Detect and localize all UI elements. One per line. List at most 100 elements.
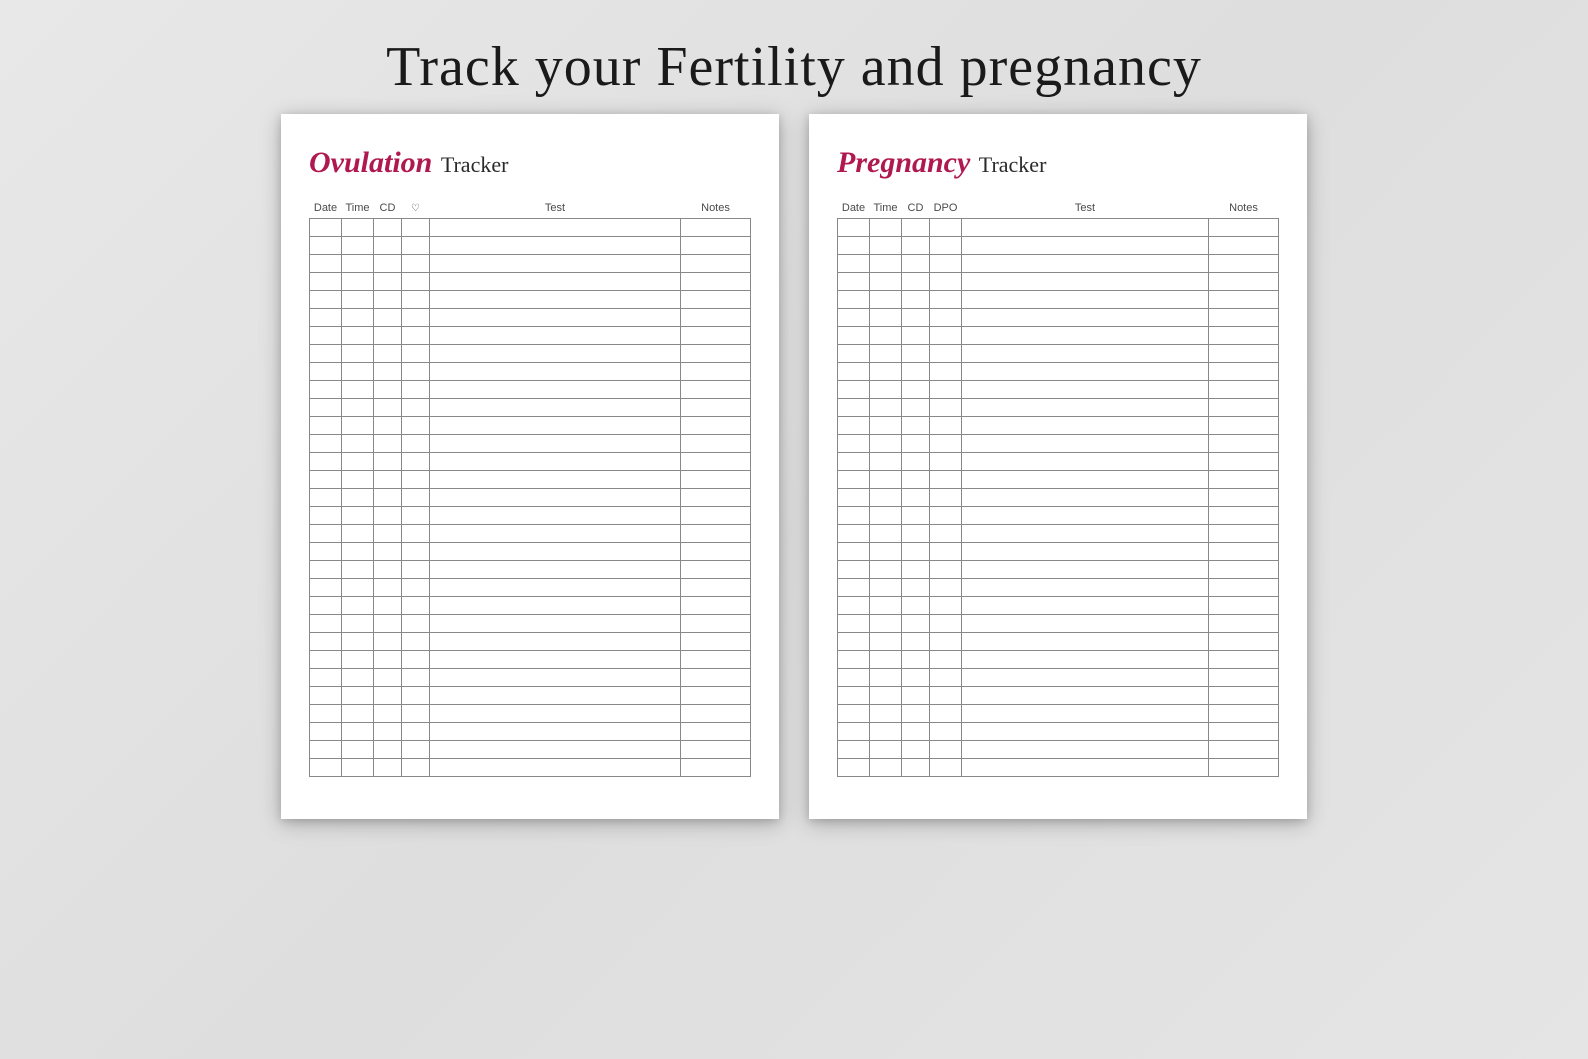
table-cell — [430, 471, 681, 489]
table-cell — [902, 687, 930, 705]
table-cell — [902, 237, 930, 255]
table-cell — [374, 705, 402, 723]
table-cell — [902, 273, 930, 291]
table-row — [838, 759, 1279, 777]
table-row — [838, 417, 1279, 435]
pregnancy-title: Pregnancy Tracker — [837, 146, 1279, 180]
table-cell — [310, 705, 342, 723]
table-cell — [342, 723, 374, 741]
ovulation-tbody — [310, 219, 751, 777]
table-row — [310, 687, 751, 705]
table-cell — [838, 453, 870, 471]
table-row — [310, 489, 751, 507]
table-cell — [342, 435, 374, 453]
table-cell — [342, 561, 374, 579]
table-cell — [402, 759, 430, 777]
table-cell — [342, 327, 374, 345]
table-cell — [930, 453, 962, 471]
table-cell — [374, 489, 402, 507]
table-cell — [962, 435, 1209, 453]
table-row — [310, 705, 751, 723]
pregnancy-header-row: Date Time CD DPO Test Notes — [838, 198, 1279, 219]
table-cell — [430, 219, 681, 237]
table-cell — [430, 255, 681, 273]
table-cell — [902, 543, 930, 561]
table-cell — [870, 345, 902, 363]
table-cell — [962, 237, 1209, 255]
table-cell — [402, 579, 430, 597]
table-cell — [342, 453, 374, 471]
table-row — [310, 417, 751, 435]
table-row — [838, 705, 1279, 723]
table-cell — [1209, 255, 1279, 273]
table-cell — [962, 561, 1209, 579]
table-cell — [402, 633, 430, 651]
table-cell — [838, 597, 870, 615]
table-cell — [681, 669, 751, 687]
table-cell — [430, 489, 681, 507]
table-cell — [681, 381, 751, 399]
table-cell — [838, 237, 870, 255]
table-cell — [962, 669, 1209, 687]
table-cell — [681, 453, 751, 471]
table-cell — [430, 561, 681, 579]
table-cell — [310, 255, 342, 273]
table-cell — [430, 435, 681, 453]
table-cell — [310, 489, 342, 507]
table-cell — [838, 363, 870, 381]
table-cell — [402, 309, 430, 327]
table-cell — [1209, 579, 1279, 597]
table-cell — [1209, 759, 1279, 777]
table-cell — [310, 759, 342, 777]
table-cell — [962, 615, 1209, 633]
table-cell — [838, 633, 870, 651]
table-cell — [681, 759, 751, 777]
table-row — [838, 453, 1279, 471]
table-cell — [681, 291, 751, 309]
table-row — [310, 219, 751, 237]
table-cell — [402, 417, 430, 435]
table-cell — [681, 687, 751, 705]
table-cell — [962, 291, 1209, 309]
table-cell — [870, 705, 902, 723]
table-cell — [374, 399, 402, 417]
table-cell — [342, 633, 374, 651]
table-row — [838, 525, 1279, 543]
table-cell — [402, 525, 430, 543]
table-cell — [342, 219, 374, 237]
table-cell — [374, 327, 402, 345]
table-cell — [430, 327, 681, 345]
pregnancy-header-dpo: DPO — [930, 198, 962, 219]
table-cell — [310, 327, 342, 345]
table-cell — [402, 435, 430, 453]
table-cell — [962, 759, 1209, 777]
table-cell — [870, 759, 902, 777]
table-cell — [310, 543, 342, 561]
table-cell — [838, 255, 870, 273]
table-cell — [962, 579, 1209, 597]
table-cell — [838, 723, 870, 741]
table-cell — [430, 345, 681, 363]
table-cell — [342, 291, 374, 309]
table-cell — [374, 237, 402, 255]
table-row — [838, 597, 1279, 615]
table-cell — [1209, 669, 1279, 687]
pregnancy-header-time: Time — [870, 198, 902, 219]
table-cell — [342, 273, 374, 291]
table-cell — [930, 381, 962, 399]
table-cell — [402, 687, 430, 705]
table-cell — [962, 327, 1209, 345]
table-cell — [374, 651, 402, 669]
table-row — [838, 741, 1279, 759]
heart-icon: ♡ — [411, 203, 420, 214]
table-cell — [838, 687, 870, 705]
table-cell — [870, 381, 902, 399]
table-cell — [870, 741, 902, 759]
table-cell — [838, 435, 870, 453]
table-cell — [374, 687, 402, 705]
table-cell — [930, 525, 962, 543]
ovulation-header-cd: CD — [374, 198, 402, 219]
table-cell — [342, 399, 374, 417]
table-cell — [902, 327, 930, 345]
table-row — [838, 291, 1279, 309]
